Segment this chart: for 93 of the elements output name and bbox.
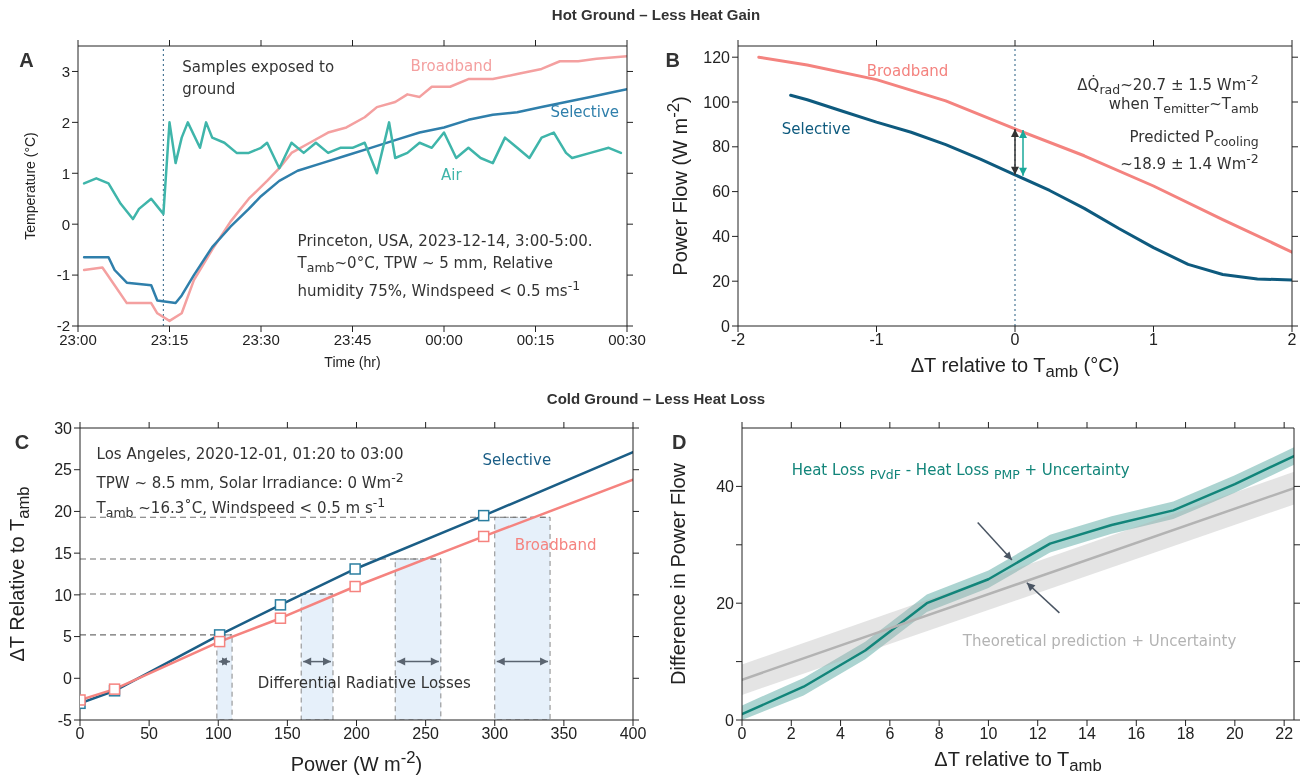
series-label: Selective	[781, 119, 851, 138]
x-tick-label: 8	[934, 725, 944, 743]
x-tick-label: 18	[1176, 725, 1195, 743]
x-tick-label: 00:15	[516, 330, 555, 348]
point	[274, 599, 287, 611]
y-tick-label: 15	[54, 544, 73, 562]
series-label: Air	[441, 165, 462, 184]
series-label: Selective	[482, 451, 552, 470]
line-series	[757, 55, 1292, 254]
text: D	[671, 430, 687, 455]
x-tick-label: 0	[75, 725, 85, 743]
annotation: Los Angeles, 2020-12-01, 01:20 to 03:00	[96, 444, 404, 466]
annotation: ~18.9 ± 1.4 Wm$^{-2}$	[1120, 149, 1259, 175]
series-label: Broadband	[410, 56, 493, 75]
x-tick-label: 1	[1149, 331, 1159, 349]
y-tick-label: 60	[712, 183, 731, 201]
x-tick-label: 6	[885, 725, 895, 743]
text: A	[19, 48, 34, 73]
point	[349, 563, 361, 575]
x-tick-label: 2	[1287, 331, 1297, 349]
y-tick-label: 10	[54, 586, 73, 604]
y-axis-title: Temperature (°C)	[22, 132, 38, 240]
x-tick-label: -1	[869, 331, 884, 349]
chart-title: Cold Ground – Less Heat Loss	[545, 390, 767, 407]
x-tick-label: 100	[204, 725, 232, 743]
y-tick-label: 0	[725, 711, 735, 729]
x-tick-label: 250	[412, 725, 440, 743]
point	[274, 612, 287, 624]
y-tick-label: 80	[712, 138, 731, 156]
x-tick-label: 20	[1225, 725, 1244, 743]
x-axis-title: ΔT relative to T$_{amb}$	[934, 748, 1102, 776]
text: Heat Loss $_{PVdF}$ - Heat Loss $_{PMP}$ + Uncertainty	[791, 460, 1130, 482]
point	[477, 509, 490, 522]
y-tick-label: 40	[716, 478, 735, 496]
y-axis-title: Difference in Power Flow	[666, 463, 690, 685]
annotation: T$_{amb}$ ~16.3˚C, Windspeed < 0.5 m s$^{-1}$	[96, 493, 386, 522]
y-tick-label: 20	[712, 272, 731, 290]
annotation: TPW ~ 8.5 mm, Solar Irradiance: 0 Wm$^{-2}$	[96, 468, 404, 494]
series-label: Selective	[550, 102, 619, 121]
y-tick-label: 40	[712, 228, 731, 246]
x-axis-title: ΔT relative to T$_{amb}$ (°C)	[910, 354, 1120, 382]
chart-title: Hot Ground – Less Heat Gain	[550, 6, 762, 23]
x-tick-label: 23:45	[333, 330, 372, 348]
x-tick-label: 10	[979, 725, 998, 743]
y-tick-label: -1	[56, 266, 70, 284]
text: B	[665, 48, 680, 73]
x-tick-label: 300	[481, 725, 509, 743]
y-tick-label: 100	[703, 93, 731, 111]
line-series	[82, 121, 623, 221]
x-tick-label: 2	[786, 725, 796, 743]
x-tick-label: 23:30	[242, 330, 280, 348]
x-tick-label: 400	[619, 725, 647, 743]
x-tick-label: 14	[1078, 725, 1096, 743]
x-tick-label: 350	[550, 725, 578, 743]
y-tick-label: 0	[61, 215, 70, 233]
series-label: Broadband	[514, 535, 597, 554]
point	[213, 635, 226, 648]
series-label: Broadband	[866, 62, 949, 81]
x-tick-label: 200	[343, 725, 370, 743]
line-series	[82, 54, 627, 323]
y-tick-label: 0	[721, 317, 731, 335]
x-axis-title: Power (W m$^{-2}$)	[290, 748, 423, 776]
x-tick-label: 0	[1010, 331, 1020, 349]
annotation: Samples exposed to ground	[182, 57, 336, 100]
y-tick-label: 20	[716, 594, 735, 612]
annotation: Differential Radiative Losses	[257, 673, 471, 695]
y-tick-label: 1	[61, 164, 70, 182]
y-tick-label: -5	[57, 711, 73, 729]
y-tick-label: 2	[61, 113, 70, 131]
y-tick-label: 0	[63, 669, 73, 687]
x-tick-label: 4	[836, 725, 846, 743]
x-tick-label: 0	[737, 725, 747, 743]
point	[349, 580, 361, 593]
x-tick-label: 12	[1028, 725, 1047, 743]
y-tick-label: 25	[54, 461, 73, 479]
text: C	[14, 430, 30, 455]
y-tick-label: 5	[63, 628, 73, 646]
x-tick-label: 23:15	[150, 330, 189, 348]
y-tick-label: 30	[54, 419, 73, 437]
annotation: Princeton, USA, 2023-12-14, 3:00-5:00. T$_{amb}$~0°C, TPW ~ 5 mm, Relative humidity 75%, Windspeed < 0.5 ms$^{-1}$	[297, 230, 594, 302]
x-tick-label: 50	[140, 725, 159, 743]
x-tick-label: 16	[1127, 725, 1146, 743]
y-tick-label: 20	[54, 503, 73, 521]
x-tick-label: 150	[274, 725, 301, 743]
point	[477, 530, 490, 543]
x-tick-label: 00:30	[608, 330, 646, 348]
x-tick-label: 22	[1275, 725, 1294, 743]
x-axis-title: Time (hr)	[324, 354, 381, 370]
annotation: Predicted P$_{cooling}$	[1129, 127, 1259, 152]
y-tick-label: 3	[61, 62, 70, 80]
series-label: Theoretical prediction + Uncertainty	[962, 632, 1237, 651]
y-tick-label: 120	[703, 48, 731, 66]
x-tick-label: 00:00	[425, 330, 463, 348]
